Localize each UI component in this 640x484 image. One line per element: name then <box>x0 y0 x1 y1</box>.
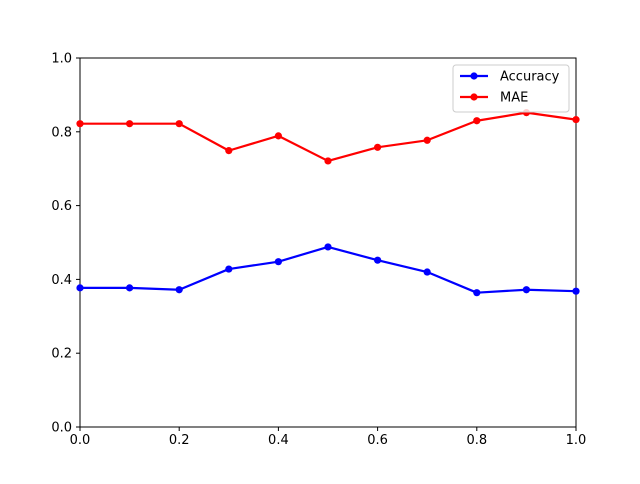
accuracy-data-point <box>473 289 481 297</box>
mae-data-point <box>572 116 580 124</box>
accuracy-data-point <box>423 268 431 276</box>
x-tick-label: 1.0 <box>566 433 587 448</box>
accuracy-data-point <box>274 258 282 266</box>
mae-data-point <box>423 136 431 144</box>
mae-data-point <box>126 120 134 128</box>
accuracy-data-point <box>175 286 183 294</box>
mae-data-point <box>274 132 282 140</box>
y-tick-label: 0.0 <box>51 421 72 436</box>
accuracy-data-point <box>522 286 531 294</box>
axes-layer: 0.0 0.2 0.4 0.6 0.8 1.0 0.0 0.2 0.4 0.6 0.8 1.0 <box>51 52 586 449</box>
y-tick-label: 0.8 <box>51 125 72 140</box>
y-tick-label: 1.0 <box>51 52 72 67</box>
x-tick-label: 0.6 <box>367 433 388 448</box>
mae-data-point <box>374 143 382 151</box>
legend: Accuracy MAE <box>452 64 570 113</box>
legend-accuracy-marker <box>470 72 478 80</box>
y-tick-label: 0.4 <box>51 273 72 288</box>
accuracy-data-point <box>374 256 382 264</box>
mae-data-point <box>324 157 332 165</box>
y-tick-label: 0.6 <box>51 199 72 214</box>
accuracy-data-point <box>225 265 233 273</box>
mae-data-point <box>175 120 183 128</box>
mae-data-point <box>473 117 481 125</box>
x-tick-label: 0.8 <box>466 433 487 448</box>
plot-frame <box>79 57 577 428</box>
accuracy-data-point <box>76 284 84 292</box>
y-tick-label: 0.2 <box>51 347 72 362</box>
mae-data-point <box>76 120 84 128</box>
mae-data-point <box>225 147 233 155</box>
x-tick-label: 0.4 <box>268 433 289 448</box>
legend-mae-label: MAE <box>500 91 528 106</box>
legend-mae-marker <box>470 93 478 101</box>
x-tick-label: 0.2 <box>169 433 190 448</box>
accuracy-data-point <box>572 287 580 295</box>
accuracy-data-point <box>324 243 332 251</box>
series-layer <box>76 109 580 297</box>
legend-accuracy-label: Accuracy <box>500 70 560 85</box>
x-tick-label: 0.0 <box>70 433 91 448</box>
accuracy-data-point <box>126 284 134 292</box>
